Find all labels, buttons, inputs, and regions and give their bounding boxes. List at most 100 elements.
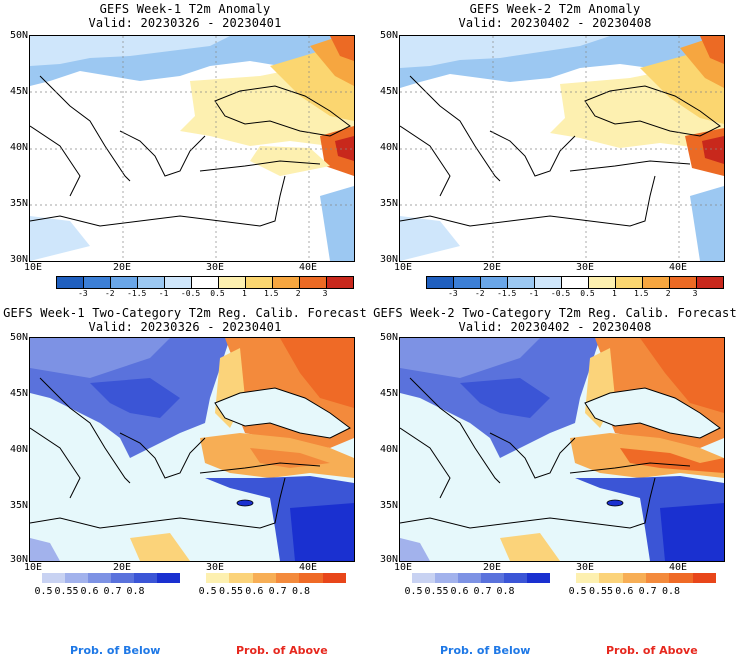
colorbar-label: -2 bbox=[474, 289, 485, 298]
panel-subtitle: Valid: 20230402 - 20230408 bbox=[458, 320, 652, 334]
colorbar-label: 0.7 bbox=[268, 586, 287, 597]
colorbar-label: -1.5 bbox=[497, 289, 517, 298]
colorbar-swatch bbox=[622, 573, 646, 583]
lat-label: 45N bbox=[9, 86, 28, 97]
lon-label: 10E bbox=[23, 262, 43, 273]
panel-title: GEFS Week-1 Two-Category T2m Reg. Calib.… bbox=[3, 306, 367, 320]
colorbar-label: 0.55 bbox=[54, 586, 79, 597]
panel-week2-prob: GEFS Week-2 Two-Category T2m Reg. Calib.… bbox=[370, 300, 740, 640]
lat-label: 40N bbox=[9, 142, 28, 153]
lat-label: 35N bbox=[9, 500, 28, 511]
map-prob-week2 bbox=[399, 337, 725, 562]
lon-label: 20E bbox=[112, 262, 132, 273]
colorbar-swatch bbox=[42, 573, 65, 583]
colorbar-label: 0.6 bbox=[245, 586, 264, 597]
panel-week1-anomaly: GEFS Week-1 T2m Anomaly Valid: 20230326 … bbox=[0, 0, 370, 300]
lon-label: 10E bbox=[393, 562, 413, 573]
lat-label: 50N bbox=[9, 30, 28, 41]
colorbar-label: -3 bbox=[78, 289, 88, 298]
colorbar-swatch bbox=[57, 277, 84, 288]
colorbar-swatch bbox=[299, 573, 323, 583]
colorbar-label: 0.8 bbox=[496, 586, 515, 597]
colorbar-swatch bbox=[206, 573, 230, 583]
lat-label: 30N bbox=[9, 554, 28, 565]
colorbar-swatch bbox=[616, 277, 643, 288]
colorbar-swatch bbox=[165, 277, 192, 288]
colorbar-swatch bbox=[229, 573, 253, 583]
colorbar-swatch bbox=[412, 573, 435, 583]
colorbar-swatch bbox=[669, 573, 693, 583]
colorbar-label: 1 bbox=[241, 289, 247, 298]
colorbar-swatch bbox=[643, 277, 670, 288]
colorbar-label: 0.8 bbox=[126, 586, 145, 597]
lon-label: 30E bbox=[575, 562, 595, 573]
colorbar-swatch bbox=[157, 573, 180, 583]
prob-field bbox=[30, 338, 354, 561]
lon-label: 40E bbox=[668, 562, 688, 573]
colorbar-label: -3 bbox=[448, 289, 458, 298]
colorbar-label: -0.5 bbox=[180, 289, 201, 298]
colorbar-label: 0.5 bbox=[198, 586, 217, 597]
colorbar-label: 0.7 bbox=[103, 586, 122, 597]
colorbar-swatch bbox=[192, 277, 219, 288]
colorbar-label: 0.6 bbox=[450, 586, 469, 597]
colorbar-swatch bbox=[246, 277, 273, 288]
lon-label: 10E bbox=[23, 562, 43, 573]
colorbar-label: 0.6 bbox=[615, 586, 634, 597]
map-prob-week1 bbox=[29, 337, 355, 562]
colorbar-label: 0.55 bbox=[218, 586, 244, 597]
colorbar-label: 0.5 bbox=[404, 586, 423, 597]
colorbar-swatch bbox=[692, 573, 716, 583]
lon-label: 40E bbox=[298, 562, 318, 573]
lat-label: 35N bbox=[379, 198, 398, 209]
colorbar-swatch bbox=[65, 573, 88, 583]
prob-below-colorbar bbox=[412, 573, 550, 583]
colorbar-label: 0.7 bbox=[638, 586, 657, 597]
colorbar-swatch bbox=[576, 573, 600, 583]
lat-label: 35N bbox=[9, 198, 28, 209]
colorbar-swatch bbox=[458, 573, 481, 583]
panel-title: GEFS Week-1 T2m Anomaly bbox=[99, 2, 271, 16]
lon-label: 10E bbox=[393, 262, 413, 273]
colorbar-swatch bbox=[252, 573, 276, 583]
colorbar-swatch bbox=[504, 573, 527, 583]
colorbar-swatch bbox=[138, 277, 165, 288]
colorbar-swatch bbox=[454, 277, 481, 288]
colorbar-swatch bbox=[670, 277, 697, 288]
panel-week2-anomaly: GEFS Week-2 T2m Anomaly Valid: 20230402 … bbox=[370, 0, 740, 300]
lat-label: 45N bbox=[379, 388, 398, 399]
colorbar-label: 0.6 bbox=[80, 586, 99, 597]
colorbar-swatch bbox=[427, 277, 454, 288]
lon-label: 30E bbox=[205, 262, 225, 273]
anomaly-field bbox=[400, 36, 724, 261]
lon-label: 20E bbox=[112, 562, 132, 573]
panel-subtitle: Valid: 20230402 - 20230408 bbox=[458, 16, 652, 30]
legend-prob-above: Prob. of Above bbox=[606, 644, 698, 657]
prob-above-colorbar bbox=[576, 573, 716, 583]
colorbar-swatch bbox=[645, 573, 670, 583]
colorbar-label: 0.5 bbox=[568, 586, 587, 597]
anomaly-colorbar bbox=[426, 276, 724, 289]
colorbar-label: 0.5 bbox=[34, 586, 53, 597]
lat-label: 30N bbox=[379, 554, 398, 565]
lat-label: 50N bbox=[379, 332, 398, 343]
colorbar-swatch bbox=[273, 277, 300, 288]
colorbar-swatch bbox=[589, 277, 616, 288]
lon-label: 20E bbox=[482, 562, 502, 573]
colorbar-swatch bbox=[275, 573, 300, 583]
colorbar-swatch bbox=[219, 277, 246, 288]
legend-prob-below: Prob. of Below bbox=[70, 644, 161, 657]
prob-below-colorbar bbox=[42, 573, 180, 583]
colorbar-label: 0.5 bbox=[580, 289, 595, 298]
colorbar-swatch bbox=[508, 277, 535, 288]
colorbar-swatch bbox=[481, 573, 504, 583]
legend-prob-below: Prob. of Below bbox=[440, 644, 531, 657]
colorbar-label: 1.5 bbox=[264, 289, 279, 298]
colorbar-swatch bbox=[327, 277, 353, 288]
colorbar-label: -1 bbox=[158, 289, 169, 298]
colorbar-label: 0.8 bbox=[661, 586, 681, 597]
colorbar-label: 2 bbox=[665, 289, 671, 298]
lat-label: 40N bbox=[379, 142, 398, 153]
lat-label: 30N bbox=[379, 254, 398, 265]
colorbar-swatch bbox=[527, 573, 550, 583]
